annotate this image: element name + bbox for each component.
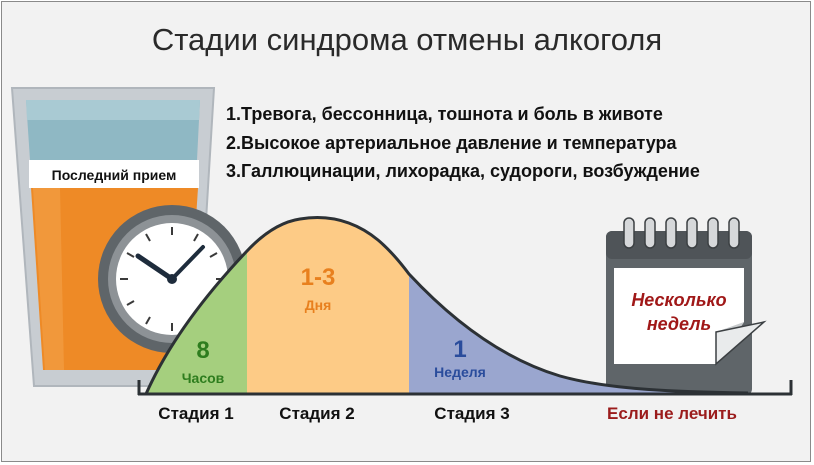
symptom-list: 1.Тревога, бессонница, тошнота и боль в …: [226, 100, 700, 186]
stage2-region: [247, 217, 409, 394]
stage2-label: Стадия 2: [279, 404, 355, 423]
page-title: Стадии синдрома отмены алкоголя: [151, 22, 663, 57]
untreated-duration: Несколько недель: [614, 288, 744, 336]
symptom-list-item: 3.Галлюцинации, лихорадка, судороги, воз…: [226, 161, 700, 181]
stage1-region: [146, 251, 247, 394]
untreated-label: Если не лечить: [607, 404, 737, 423]
symptom-list-item: 1.Тревога, бессонница, тошнота и боль в …: [226, 104, 663, 124]
symptom-list-item: 2.Высокое артериальное давление и темпер…: [226, 132, 677, 153]
stage3-region: [409, 274, 748, 394]
stage1-value: 8: [196, 337, 210, 364]
stage2-unit: Дня: [304, 297, 332, 313]
stage3-value: 1: [453, 336, 467, 363]
untreated-duration-line2: недель: [646, 314, 712, 334]
untreated-duration-line1: Несколько: [631, 290, 727, 310]
stage3-label: Стадия 3: [434, 404, 510, 423]
stage3-unit: Неделя: [434, 364, 486, 380]
timeline-axis: [137, 380, 793, 396]
stage2-value: 1-3: [300, 264, 336, 291]
stage1-unit: Часов: [181, 370, 225, 386]
glass-label: Последний прием: [51, 167, 177, 183]
stage1-label: Стадия 1: [158, 404, 234, 423]
calendar-icon: [606, 217, 767, 395]
bell-curve-outline: [144, 216, 749, 395]
